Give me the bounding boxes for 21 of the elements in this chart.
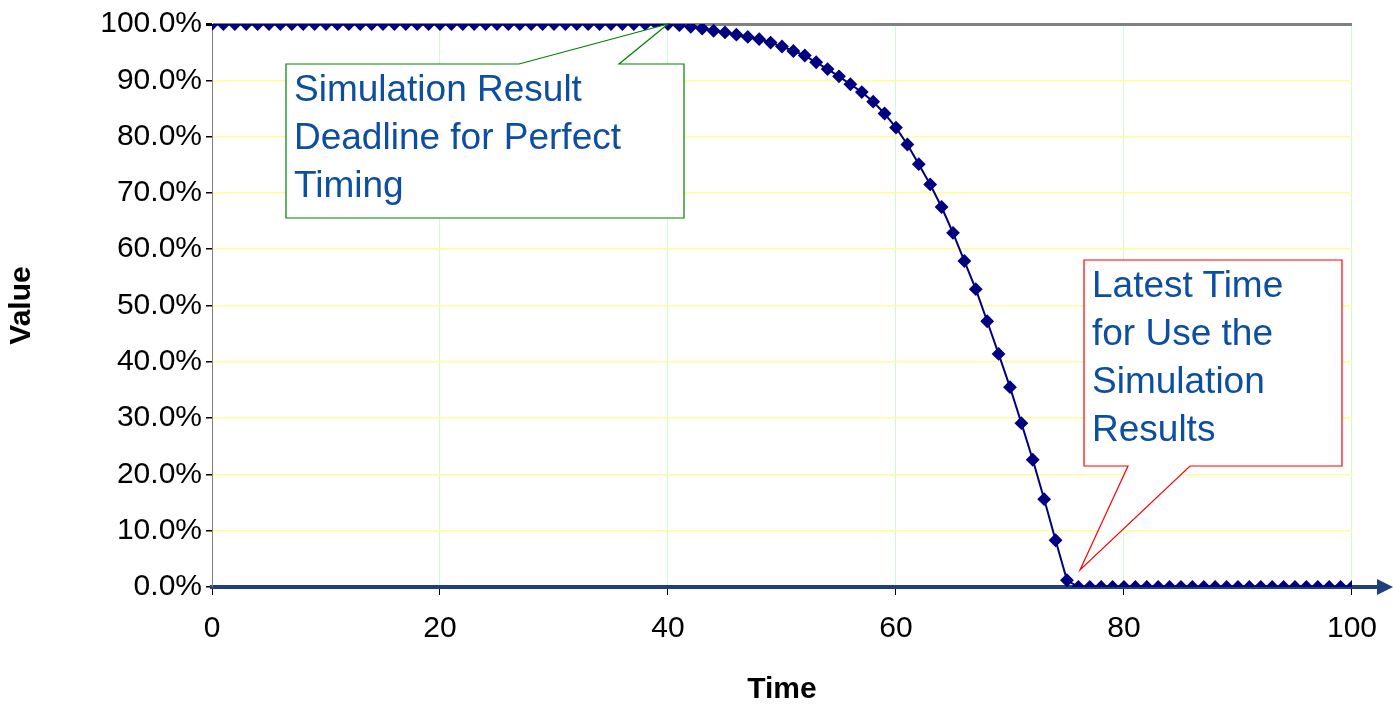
y-tick-label: 0.0% — [133, 568, 202, 602]
annotation: Latest Time for Use the Simulation Results — [1092, 264, 1284, 450]
y-tick-label: 90.0% — [116, 61, 202, 95]
x-axis-title: Time — [747, 671, 817, 705]
annotation: Simulation Result Deadline for Perfect Timing — [293, 68, 622, 206]
y-tick-label: 10.0% — [116, 511, 202, 545]
x-tick-label: 40 — [651, 610, 685, 644]
y-tick-label: 30.0% — [116, 399, 202, 433]
x-tick-label: 20 — [423, 610, 457, 644]
y-tick-label: 100.0% — [100, 5, 202, 39]
x-tick-label: 0 — [203, 610, 221, 644]
y-tick-label: 80.0% — [116, 117, 202, 151]
y-tick-label: 50.0% — [116, 286, 202, 320]
x-tick-label: 100 — [1326, 610, 1377, 644]
x-tick-label: 80 — [1107, 610, 1141, 644]
x-tick-label: 60 — [879, 610, 913, 644]
y-axis-title: Value — [3, 266, 37, 345]
y-tick-label: 20.0% — [116, 455, 202, 489]
y-tick-label: 60.0% — [116, 230, 202, 264]
y-tick-label: 40.0% — [116, 343, 202, 377]
y-tick-label: 70.0% — [116, 174, 202, 208]
